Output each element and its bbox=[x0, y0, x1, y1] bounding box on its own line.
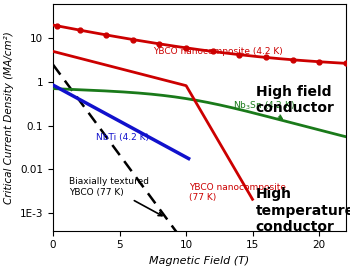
X-axis label: Magnetic Field (T): Magnetic Field (T) bbox=[149, 256, 250, 266]
Y-axis label: Critical Current Density (MA/cm²): Critical Current Density (MA/cm²) bbox=[4, 31, 14, 204]
Text: YBCO nanocomposite
(77 K): YBCO nanocomposite (77 K) bbox=[189, 183, 286, 202]
Text: High
temperature
conductor: High temperature conductor bbox=[256, 187, 350, 234]
Text: Biaxially textured
YBCO (77 K): Biaxially textured YBCO (77 K) bbox=[69, 177, 162, 216]
Text: High field
conductor: High field conductor bbox=[256, 85, 334, 115]
Text: Nb$_3$Sn (4.2 K): Nb$_3$Sn (4.2 K) bbox=[233, 100, 295, 119]
Text: YBCO nanocomposite (4.2 K): YBCO nanocomposite (4.2 K) bbox=[153, 47, 282, 56]
Text: NbTi (4.2 K): NbTi (4.2 K) bbox=[96, 133, 148, 141]
